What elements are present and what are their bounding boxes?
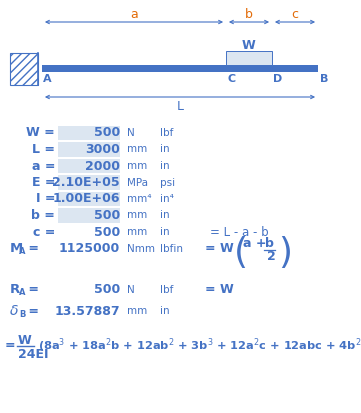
Text: 2: 2 [267, 250, 276, 263]
Text: (8a$^3$ + 18a$^2$b + 12ab$^2$ + 3b$^3$ + 12a$^2$c + 12abc + 4b$^2$c): (8a$^3$ + 18a$^2$b + 12ab$^2$ + 3b$^3$ +… [38, 337, 361, 355]
Text: lbfin: lbfin [160, 244, 183, 254]
Text: 24EI: 24EI [18, 349, 48, 361]
Text: 2.10E+05: 2.10E+05 [52, 176, 120, 189]
Text: E =: E = [31, 176, 55, 189]
Text: =: = [24, 242, 39, 255]
Text: b: b [265, 237, 274, 250]
Text: in⁴: in⁴ [160, 194, 174, 204]
Text: 1.00E+06: 1.00E+06 [52, 192, 120, 206]
Text: 500: 500 [94, 209, 120, 222]
Text: N: N [127, 285, 135, 295]
Text: a: a [130, 7, 138, 21]
Text: =: = [24, 283, 39, 296]
Text: =: = [5, 339, 16, 352]
Text: I =: I = [35, 192, 55, 206]
Text: N: N [127, 128, 135, 138]
Text: = L - a - b: = L - a - b [210, 225, 269, 238]
Text: W: W [18, 335, 32, 347]
Bar [58, 175, 120, 190]
Text: mm: mm [127, 161, 147, 171]
Text: Nmm: Nmm [127, 244, 155, 254]
Text: D: D [273, 74, 282, 85]
Text: c: c [291, 7, 299, 21]
Text: ): ) [278, 235, 292, 270]
Text: W =: W = [26, 126, 55, 140]
Text: 500: 500 [94, 126, 120, 140]
Text: A: A [19, 247, 26, 256]
Text: W: W [242, 39, 256, 52]
Text: M: M [10, 242, 23, 255]
Text: mm: mm [127, 145, 147, 154]
Text: a =: a = [31, 159, 55, 173]
Text: B: B [320, 74, 329, 85]
Text: lbf: lbf [160, 285, 173, 295]
Text: in: in [160, 145, 170, 154]
Text: in: in [160, 227, 170, 237]
Bar [58, 126, 120, 140]
Text: R: R [10, 283, 20, 296]
Text: in: in [160, 306, 170, 316]
Text: mm: mm [127, 306, 147, 316]
Text: 13.57887: 13.57887 [55, 305, 120, 318]
Text: b: b [245, 7, 253, 21]
Text: 1125000: 1125000 [59, 242, 120, 255]
Text: in: in [160, 161, 170, 171]
Text: lbf: lbf [160, 128, 173, 138]
Text: psi: psi [160, 178, 175, 188]
Text: A: A [19, 288, 26, 297]
Text: 2000: 2000 [85, 159, 120, 173]
Text: 500: 500 [94, 225, 120, 238]
Text: MPa: MPa [127, 178, 148, 188]
Bar [42, 64, 318, 71]
Bar [58, 208, 120, 223]
Text: A: A [43, 74, 52, 85]
Text: L: L [177, 100, 183, 114]
Bar [58, 159, 120, 173]
Text: = W: = W [205, 283, 234, 296]
Bar [58, 142, 120, 157]
Text: = W: = W [205, 242, 234, 255]
Text: 500: 500 [94, 283, 120, 296]
Text: L =: L = [32, 143, 55, 156]
Text: C: C [227, 74, 235, 85]
Text: mm: mm [127, 211, 147, 221]
Text: b =: b = [31, 209, 55, 222]
Bar [58, 192, 120, 206]
Text: mm: mm [127, 227, 147, 237]
Text: 3000: 3000 [85, 143, 120, 156]
Bar [226, 50, 272, 64]
Text: a +: a + [243, 237, 266, 250]
Text: mm⁴: mm⁴ [127, 194, 152, 204]
Text: =: = [24, 305, 39, 318]
Text: B: B [19, 310, 25, 319]
Text: (: ( [234, 235, 248, 270]
Text: in: in [160, 211, 170, 221]
Text: δ: δ [10, 304, 18, 318]
Text: c =: c = [32, 225, 55, 238]
